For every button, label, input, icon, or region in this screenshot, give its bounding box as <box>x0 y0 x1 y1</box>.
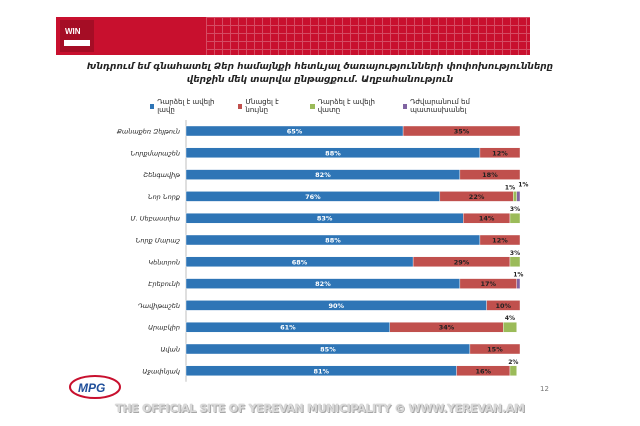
legend-item-same: Մնացել է նույնը <box>238 98 294 114</box>
page-number: 12 <box>540 385 549 393</box>
legend-label-better: Դարձել է ավելի լավը <box>157 98 215 114</box>
data-label: 2% <box>508 359 518 366</box>
data-label: 82% <box>315 280 331 288</box>
legend-label-dont-know: Դժվարանում եմ պատասխանել <box>410 98 470 114</box>
chart-legend: Դարձել է ավելի լավը Մնացել է նույնը Դարձ… <box>150 98 510 114</box>
data-label: 35% <box>454 128 470 136</box>
legend-swatch-same <box>238 103 243 109</box>
bar-segment <box>469 343 521 355</box>
legend-item-better: Դարձել է ավելի լավը <box>150 98 222 114</box>
data-label: 81% <box>313 367 329 375</box>
data-label: 68% <box>292 258 308 266</box>
category-label: Շենգավիթ <box>143 171 180 179</box>
data-label: 82% <box>315 171 331 179</box>
data-label: 22% <box>469 193 485 201</box>
bar-segment <box>402 125 521 137</box>
header-banner: WIN <box>56 17 530 55</box>
data-label: 16% <box>475 367 491 375</box>
footer-text: THE OFFICIAL SITE OF YEREVAN MUNICIPALIT… <box>115 402 525 415</box>
data-label: 10% <box>496 302 512 310</box>
category-label: Էրեբունի <box>148 280 180 288</box>
bar-segment <box>486 300 521 311</box>
data-label: 83% <box>317 215 333 223</box>
legend-item-worse: Դարձել է ավելի վատը <box>310 98 386 114</box>
bar-segment <box>509 212 521 224</box>
chart-title: Խնդրում եմ գնահատել Ձեր համայնքի հետևյալ… <box>60 61 580 87</box>
category-label: Կենտրոն <box>148 258 180 266</box>
bar-segment <box>513 191 517 202</box>
data-label: 76% <box>305 193 321 201</box>
legend-label-same: Մնացել է նույնը <box>245 98 279 114</box>
mpg-logo-text: MPG <box>78 381 105 395</box>
bar-segment <box>516 191 521 202</box>
category-label: Մ. Սեբաստիա <box>130 215 180 223</box>
data-label: 1% <box>505 184 515 191</box>
category-label: Արաբկիր <box>148 324 180 332</box>
data-label: 17% <box>480 280 496 288</box>
category-label: Նորք Մարաշ <box>136 237 180 245</box>
title-line-1: Խնդրում եմ գնահատել Ձեր համայնքի հետևյալ… <box>86 62 554 72</box>
category-label: Նոր Նորք <box>148 193 180 201</box>
category-label: Նորքմարաշեն <box>131 149 181 157</box>
legend-item-dont-know: Դժվարանում եմ պատասխանել <box>402 98 510 114</box>
bar-segment <box>503 322 517 333</box>
data-label: 3% <box>510 206 520 213</box>
category-label: Ավան <box>160 346 180 354</box>
data-label: 15% <box>487 346 503 354</box>
banner-pattern <box>206 17 530 55</box>
mpg-logo: MPG <box>69 375 121 399</box>
data-label: 14% <box>479 215 495 223</box>
bar-segment <box>479 147 521 159</box>
category-label: Աջափնյակ <box>142 367 180 375</box>
data-label: 1% <box>518 181 528 188</box>
data-label: 90% <box>329 302 345 310</box>
bar-segment <box>509 256 521 267</box>
svg-text:WIN: WIN <box>65 27 81 36</box>
category-label: Դավիթաշեն <box>138 302 180 310</box>
data-label: 4% <box>505 315 515 322</box>
legend-swatch-worse <box>310 103 315 109</box>
data-label: 61% <box>280 324 296 332</box>
data-label: 12% <box>492 149 508 157</box>
data-label: 12% <box>492 237 508 245</box>
legend-swatch-dont-know <box>402 103 408 109</box>
bar-segment <box>516 278 521 289</box>
bar-segment <box>509 365 517 376</box>
data-label: 88% <box>325 149 341 157</box>
bar-segment <box>479 234 521 246</box>
bar-segment <box>459 169 521 180</box>
win-logo: WIN <box>60 20 94 52</box>
legend-label-worse: Դարձել է ավելի վատը <box>317 98 375 114</box>
legend-swatch-better <box>150 103 155 109</box>
data-label: 85% <box>320 346 336 354</box>
data-label: 88% <box>325 237 341 245</box>
data-label: 29% <box>454 258 470 266</box>
data-label: 1% <box>513 272 523 279</box>
title-line-2: վերջին մեկ տարվա ընթացքում. Աղբահանությո… <box>186 75 454 85</box>
data-label: 65% <box>287 128 303 136</box>
data-label: 3% <box>510 250 520 257</box>
category-label: Քանաքեռ Զեյթուն <box>116 128 180 136</box>
data-label: 18% <box>482 171 498 179</box>
data-label: 34% <box>439 324 455 332</box>
